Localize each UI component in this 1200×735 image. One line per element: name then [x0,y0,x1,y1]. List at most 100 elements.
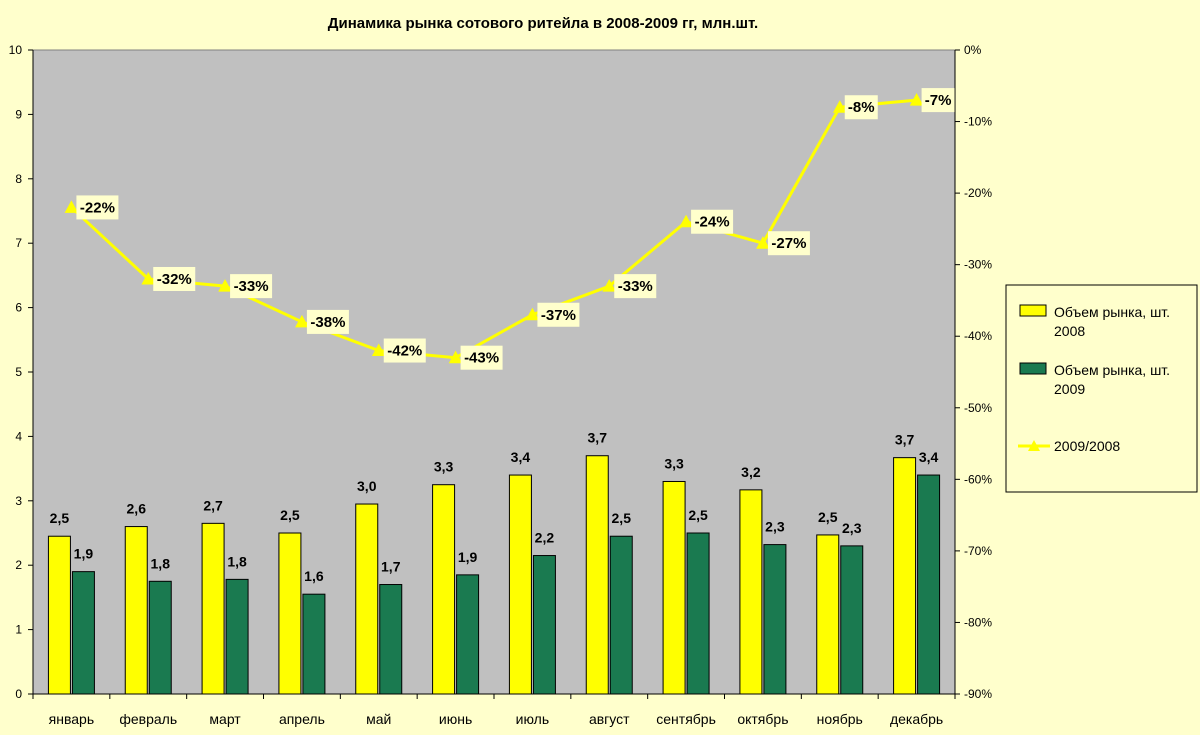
bar-2008 [355,503,379,695]
bar-value-label: 2,5 [612,510,632,526]
bar-value-label: 2,2 [535,530,555,546]
legend-label: 2009 [1054,381,1085,397]
x-tick-label: ноябрь [817,711,863,727]
bar-value-label: 2,5 [688,507,708,523]
bar-2008 [893,457,917,695]
y-left-tick-label: 8 [15,172,22,186]
bar-value-label: 2,5 [280,507,300,523]
x-tick-label: сентябрь [656,711,716,727]
bar-2009 [225,578,249,695]
y-left-tick-label: 7 [15,236,22,250]
bar-value-label: 1,6 [304,568,324,584]
y-right-tick-label: -30% [964,258,992,272]
ratio-label-box [844,95,878,120]
ratio-value-label: -38% [310,314,345,331]
y-right-tick-label: 0% [964,43,982,57]
ratio-marker [448,350,463,364]
bar-value-label: 3,2 [741,464,761,480]
bar-2009 [609,535,633,695]
ratio-value-label: -22% [80,199,115,216]
x-tick-label: март [209,711,241,727]
bar-2009 [840,545,864,695]
legend-label: Объем рынка, шт. [1054,304,1170,320]
x-tick-label: июнь [439,711,472,727]
y-left-tick-label: 6 [15,301,22,315]
ratio-marker [64,200,79,213]
y-right-tick-label: -20% [964,186,992,200]
bar-2008 [816,534,840,695]
ratio-value-label: -43% [464,350,499,367]
ratio-value-label: -42% [387,343,422,360]
x-tick-label: февраль [119,711,177,727]
bar-value-label: 3,7 [895,432,915,448]
ratio-label-box [691,209,734,234]
bar-2008 [662,480,686,695]
y-left-tick-label: 3 [15,494,22,508]
chart-title: Динамика рынка сотового ритейла в 2008-2… [328,15,758,32]
ratio-marker [371,343,386,357]
x-tick-label: декабрь [890,711,943,727]
bar-value-label: 1,8 [151,555,171,571]
ratio-label-box [306,309,349,334]
bar-value-label: 1,8 [227,553,247,569]
ratio-value-label: -32% [157,271,192,288]
ratio-marker [525,307,540,321]
ratio-line [70,98,917,360]
legend-box [1005,284,1198,493]
y-right-tick-label: -10% [964,115,992,129]
bar-2008 [739,489,763,695]
ratio-label-box [383,338,426,363]
bar-2008 [508,474,532,695]
bar-value-label: 3,3 [434,459,454,475]
legend-label: 2008 [1054,323,1085,339]
bar-2009 [379,584,403,695]
bar-value-label: 3,7 [588,430,608,446]
legend-swatch-2009 [1019,362,1047,375]
bar-2009 [148,580,172,695]
bar-value-label: 1,9 [74,546,94,562]
bar-value-label: 3,4 [919,449,939,465]
bar-2008 [201,522,225,695]
bar-value-label: 2,3 [765,519,785,535]
bar-2009 [456,574,480,695]
y-right-tick-label: -80% [964,615,992,629]
x-tick-label: октябрь [737,711,788,727]
bar-value-label: 3,0 [357,478,377,494]
bar-value-label: 1,9 [458,549,478,565]
bar-2008 [47,535,71,695]
x-tick-label: август [589,711,630,727]
y-left-tick-label: 0 [15,687,22,701]
y-left-tick-label: 1 [15,623,22,637]
ratio-value-label: -27% [771,235,806,252]
ratio-value-label: -8% [848,99,875,116]
bar-2008 [124,526,148,695]
plot-area [32,49,956,695]
bar-2009 [763,544,787,695]
bar-2009 [532,555,556,695]
bar-value-label: 2,5 [50,510,70,526]
bar-value-label: 3,3 [664,455,684,471]
x-tick-label: апрель [279,711,325,727]
y-right-tick-label: -60% [964,472,992,486]
y-right-tick-label: -50% [964,401,992,415]
ratio-value-label: -7% [925,92,952,109]
ratio-label-box [921,88,955,113]
bar-value-label: 2,5 [818,509,838,525]
bar-2009 [917,474,941,695]
x-tick-label: январь [49,711,94,727]
ratio-marker [218,279,232,292]
bar-value-label: 2,6 [127,501,147,517]
bar-2009 [302,593,326,695]
ratio-value-label: -33% [618,278,653,295]
ratio-marker [832,100,847,113]
ratio-marker [679,214,693,228]
legend-swatch-2008 [1019,304,1047,317]
ratio-marker [756,236,770,249]
ratio-value-label: -24% [695,214,730,231]
bar-value-label: 2,7 [203,497,223,513]
ratio-marker [141,271,156,285]
bar-value-label: 1,7 [381,559,401,575]
x-tick-label: июль [516,711,549,727]
